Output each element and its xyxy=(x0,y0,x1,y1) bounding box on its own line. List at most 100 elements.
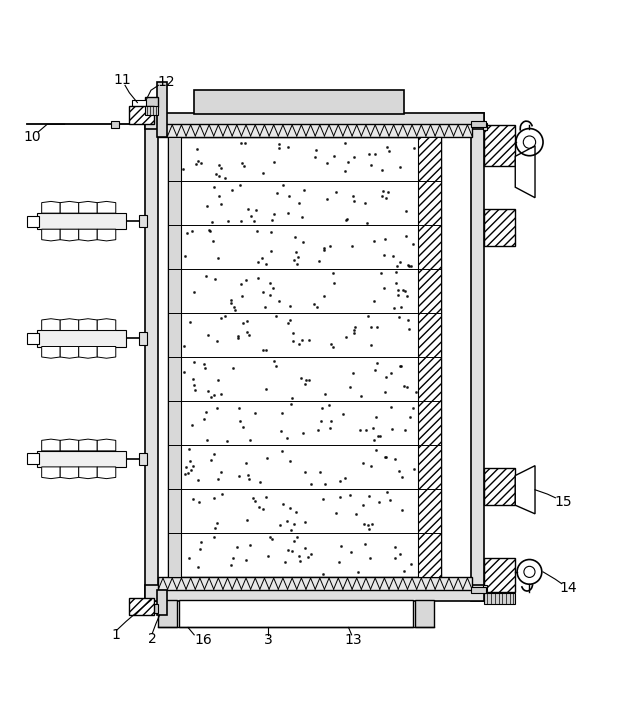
Point xyxy=(210,523,220,534)
Polygon shape xyxy=(97,346,116,358)
Point xyxy=(199,413,209,425)
Point xyxy=(292,258,302,269)
Point xyxy=(356,391,366,402)
Point xyxy=(214,160,224,171)
Point xyxy=(223,216,233,227)
Bar xyxy=(471,587,485,593)
Point xyxy=(244,473,254,485)
Point xyxy=(366,339,376,351)
Text: 15: 15 xyxy=(554,495,573,509)
Point xyxy=(317,402,327,413)
Point xyxy=(196,158,206,169)
Point xyxy=(201,270,211,281)
Text: 14: 14 xyxy=(559,581,577,595)
Point xyxy=(371,445,381,456)
Point xyxy=(351,321,361,333)
Point xyxy=(300,378,310,390)
Point xyxy=(222,436,232,447)
Point xyxy=(320,478,330,490)
Point xyxy=(244,330,254,341)
Point xyxy=(207,216,217,228)
Polygon shape xyxy=(97,201,116,213)
Point xyxy=(408,402,418,413)
Point xyxy=(359,518,369,530)
Point xyxy=(331,186,341,198)
Point xyxy=(196,536,206,548)
Point xyxy=(379,249,389,261)
Point xyxy=(250,495,260,506)
Point xyxy=(340,137,350,149)
Point xyxy=(320,388,330,400)
Point xyxy=(289,518,299,530)
Bar xyxy=(130,598,154,615)
Point xyxy=(188,226,197,237)
Bar xyxy=(37,451,126,467)
Point xyxy=(265,278,275,289)
Point xyxy=(300,516,310,528)
Point xyxy=(394,312,404,323)
Point xyxy=(365,553,375,564)
Point xyxy=(262,383,272,395)
Polygon shape xyxy=(60,346,78,358)
Point xyxy=(271,360,281,371)
Point xyxy=(237,158,247,169)
Point xyxy=(210,273,220,285)
Point xyxy=(394,466,404,477)
Point xyxy=(306,478,316,489)
Point xyxy=(267,226,277,238)
Text: 10: 10 xyxy=(24,129,41,144)
Point xyxy=(384,146,394,157)
Point xyxy=(364,523,374,535)
Point xyxy=(366,321,376,333)
Point xyxy=(389,302,399,313)
Point xyxy=(209,448,219,460)
Bar xyxy=(168,137,441,577)
Point xyxy=(233,330,243,341)
Point xyxy=(372,321,382,332)
Point xyxy=(406,261,416,272)
Point xyxy=(401,231,411,242)
Point xyxy=(395,548,405,560)
Point xyxy=(358,499,368,511)
Point xyxy=(274,139,284,150)
Point xyxy=(409,463,419,475)
Point xyxy=(322,193,332,205)
Point xyxy=(216,162,226,174)
Point xyxy=(261,344,271,356)
Point xyxy=(348,367,358,378)
Point xyxy=(189,460,199,471)
Point xyxy=(331,508,341,519)
Polygon shape xyxy=(78,346,97,358)
Point xyxy=(386,423,396,435)
Point xyxy=(285,502,295,513)
Point xyxy=(397,285,407,296)
Bar xyxy=(471,113,485,601)
Point xyxy=(374,496,384,508)
Point xyxy=(261,258,271,269)
Text: 12: 12 xyxy=(158,75,175,89)
Point xyxy=(202,435,212,446)
Point xyxy=(182,227,192,238)
Point xyxy=(303,334,313,346)
Point xyxy=(186,464,196,476)
Point xyxy=(402,381,412,393)
Point xyxy=(216,198,226,210)
Polygon shape xyxy=(78,318,97,331)
Bar xyxy=(416,600,434,628)
Point xyxy=(241,274,251,286)
Point xyxy=(368,518,378,530)
Point xyxy=(349,196,359,207)
Point xyxy=(381,192,391,203)
Point xyxy=(254,256,264,268)
Point xyxy=(289,536,299,547)
Bar xyxy=(27,216,39,227)
Point xyxy=(320,244,330,256)
Point xyxy=(328,341,338,353)
Point xyxy=(291,507,301,518)
Point xyxy=(234,470,244,481)
Point xyxy=(303,374,313,386)
Point xyxy=(283,544,293,555)
Point xyxy=(178,164,188,175)
Point xyxy=(216,313,226,324)
Point xyxy=(318,243,328,254)
